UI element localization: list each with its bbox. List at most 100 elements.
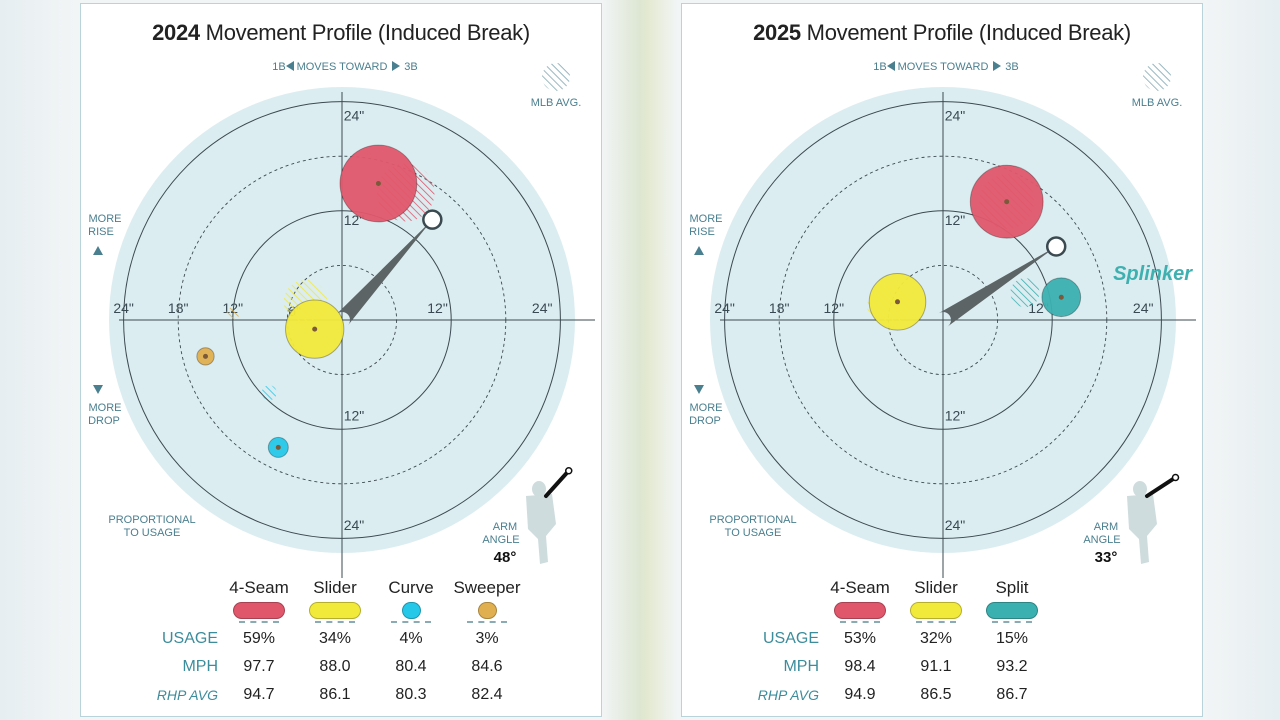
pitch-color-swatch (309, 602, 361, 619)
pitch-name: 4-Seam (229, 578, 289, 597)
pitch-rhp-avg-value: 94.7 (243, 686, 275, 703)
pitch-rhp-avg-value: 86.1 (319, 686, 351, 703)
legend-dash-divider (992, 621, 1032, 623)
legend-row-label: RHP AVG (757, 687, 819, 703)
legend-column: Slider 34% 88.0 86.1 (295, 578, 375, 703)
pitch-mph-value: 88.0 (319, 658, 351, 675)
movement-profile-2025-panel: 2025 Movement Profile (Induced Break) 24… (681, 3, 1203, 717)
tick-label: 24" (945, 107, 966, 123)
legend-row-label: USAGE (762, 630, 819, 647)
tick-label: 24" (945, 517, 966, 533)
arm-angle-ball (565, 466, 573, 475)
movement-plot-2025: 24" 18" 12" 12" 24"24"12"12"24"1B MOVES TOWAR… (689, 61, 1196, 578)
chart-title: 2025 Movement Profile (Induced Break) (682, 20, 1202, 46)
pitch-legend-2025: USAGE MPH RHP AVG 4-Seam 53% 98.4 94.9 Slider 32… (682, 578, 1202, 718)
arm-slot-marker (1045, 236, 1067, 257)
arm-angle-line (1145, 475, 1178, 498)
legend-dash-divider (315, 621, 355, 623)
proportional-label: PROPORTIONAL (108, 514, 195, 526)
legend-dash-divider (840, 621, 880, 623)
tick-label: 18" (168, 300, 189, 316)
direction-1b-label: 1B (272, 61, 285, 73)
arm-angle-label: ARM (1094, 521, 1118, 533)
pitch-usage-value: 53% (843, 630, 877, 647)
mlb-avg-hatch-icon (542, 63, 570, 91)
title-text: Movement Profile (Induced Break) (806, 20, 1132, 45)
more-drop-label: DROP (689, 415, 721, 427)
pitch-mph-value: 80.4 (395, 658, 427, 675)
pitcher-silhouette-icon (1127, 481, 1157, 564)
tick-label: 18" (769, 300, 790, 316)
mlb-avg-label: MLB AVG. (1132, 97, 1183, 109)
pitch-rhp-avg-value: 80.3 (395, 686, 427, 703)
legend-column: 4-Seam 53% 98.4 94.9 (820, 578, 900, 703)
splinker-annotation: Splinker (1113, 263, 1193, 285)
pitch-usage-value: 59% (242, 630, 276, 647)
legend-row-label: MPH (182, 658, 218, 675)
more-rise-label: RISE (88, 226, 114, 238)
arm-angle-label: ANGLE (1083, 534, 1120, 546)
tick-label: 12" (344, 408, 365, 424)
arrow-right-icon (392, 61, 400, 71)
pitch-name: Sweeper (453, 578, 521, 597)
more-drop-label: MORE (690, 402, 723, 414)
pitch-color-swatch (986, 602, 1038, 619)
mlb-avg-hatch-icon (1143, 63, 1171, 91)
tick-label: 12" (824, 300, 845, 316)
pitch-rhp-avg-value: 82.4 (471, 686, 503, 703)
pitch-rhp-avg-value: 94.9 (844, 686, 876, 703)
chart-title: 2024 Movement Profile (Induced Break) (81, 20, 601, 46)
tick-label: 12" (427, 300, 448, 316)
pitch-color-swatch (910, 602, 962, 619)
tick-label: 24" (344, 107, 365, 123)
pitch-rhp-avg-value: 86.7 (996, 686, 1028, 703)
proportional-label: TO USAGE (124, 527, 181, 539)
title-year: 2024 (152, 20, 200, 45)
title-year: 2025 (753, 20, 801, 45)
tick-label: 12" (945, 408, 966, 424)
tick-label: 24" (344, 517, 365, 533)
direction-moves-toward-label: MOVES TOWARD (898, 61, 989, 73)
proportional-label: PROPORTIONAL (709, 514, 796, 526)
arrow-up-icon (694, 246, 704, 255)
arm-angle-line (544, 468, 571, 498)
pitch-marker-center (895, 299, 900, 305)
movement-profile-2024-panel: 2024 Movement Profile (Induced Break) 24… (80, 3, 602, 717)
tick-label: 24" (714, 300, 735, 316)
pitch-color-swatch (834, 602, 886, 619)
direction-moves-toward-label: MOVES TOWARD (297, 61, 388, 73)
pitch-name: Slider (914, 578, 958, 597)
pitch-rhp-avg-value: 86.5 (920, 686, 952, 703)
pitch-usage-value: 4% (399, 630, 423, 647)
direction-1b-label: 1B (873, 61, 886, 73)
pitcher-head (532, 481, 546, 497)
pitch-usage-value: 32% (919, 630, 953, 647)
pitch-avg-marker (261, 385, 277, 401)
arrow-up-icon (93, 246, 103, 255)
arm-angle-value: 33° (1095, 549, 1118, 566)
proportional-label: TO USAGE (725, 527, 782, 539)
pitch-mph-value: 98.4 (844, 658, 876, 675)
more-rise-label: MORE (89, 213, 122, 225)
arm-angle-label: ARM (493, 521, 517, 533)
legend-column: Split 15% 93.2 86.7 (972, 578, 1052, 703)
tick-label: 24" (113, 300, 134, 316)
tick-label: 24" (532, 300, 553, 316)
legend-dash-divider (467, 621, 507, 623)
legend-column: Sweeper 3% 84.6 82.4 (447, 578, 527, 703)
pitch-color-swatch (477, 602, 497, 619)
arrow-left-icon (887, 61, 895, 71)
pitch-marker-center (312, 326, 318, 332)
arm-slot-wedge (336, 219, 433, 326)
title-text: Movement Profile (Induced Break) (205, 20, 531, 45)
pitch-marker-center (203, 353, 208, 359)
arrow-left-icon (286, 61, 294, 71)
pitch-marker-center (275, 444, 281, 450)
mlb-avg-label: MLB AVG. (531, 97, 582, 109)
legend-column: Slider 32% 91.1 86.5 (896, 578, 976, 703)
pitch-mph-value: 91.1 (920, 658, 952, 675)
pitch-marker-center (1058, 294, 1064, 300)
pitch-name: 4-Seam (830, 578, 890, 597)
pitcher-body (526, 494, 556, 564)
pitch-mph-value: 84.6 (471, 658, 503, 675)
